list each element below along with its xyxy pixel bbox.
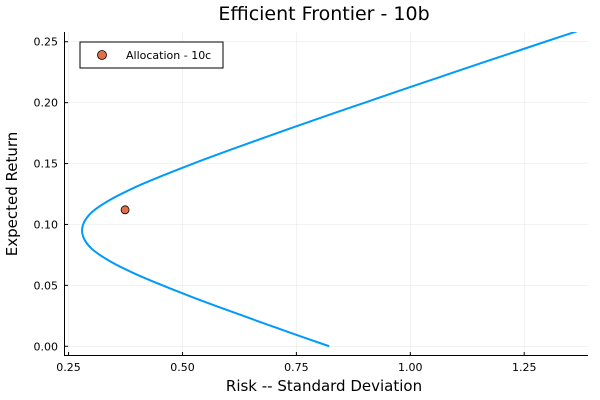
y-tick-label: 0.20: [34, 97, 59, 110]
ticks-layer: 0.25 0.50 0.75 1.00 1.25 0.00 0.05 0.10 0.15 0.20…: [34, 36, 537, 374]
x-tick-label: 0.25: [56, 361, 81, 374]
allocation-point: [120, 205, 130, 215]
legend: Allocation - 10c: [79, 41, 224, 69]
series-layer: [81, 32, 578, 348]
x-tick-label: 1.25: [512, 361, 537, 374]
grid-layer: [64, 32, 588, 356]
y-tick-label: 0.05: [34, 279, 59, 292]
chart-title: Efficient Frontier - 10b: [218, 3, 429, 25]
y-tick-label: 0.15: [34, 158, 59, 171]
legend-marker-allocation-10c: [97, 50, 107, 60]
legend-label-allocation-10c: Allocation - 10c: [126, 49, 211, 62]
y-tick-label: 0.10: [34, 218, 59, 231]
axes-layer: [64, 32, 588, 356]
x-tick-label: 0.75: [284, 361, 309, 374]
x-axis-label: Risk -- Standard Deviation: [226, 377, 422, 395]
frontier-line: [81, 32, 578, 348]
y-axis-label: Expected Return: [3, 132, 21, 257]
x-tick-label: 1.00: [398, 361, 423, 374]
y-tick-label: 0.25: [34, 36, 59, 49]
x-tick-label: 0.50: [170, 361, 195, 374]
y-tick-label: 0.00: [34, 340, 59, 353]
